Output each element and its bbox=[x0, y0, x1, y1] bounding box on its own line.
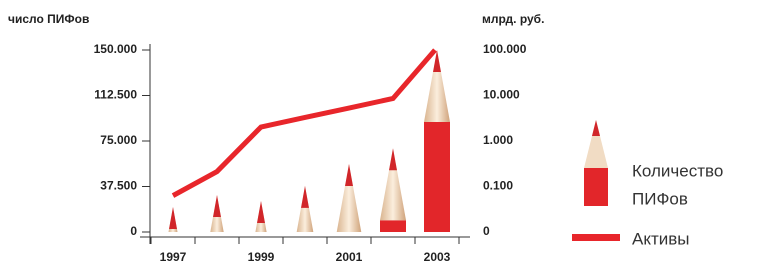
pencil-bar bbox=[168, 207, 177, 232]
pencil-lead bbox=[213, 195, 221, 217]
pencil-lead bbox=[169, 207, 177, 229]
y-tick-label: 37.500 bbox=[100, 179, 137, 193]
y2-tick-label: 10.000 bbox=[483, 88, 520, 102]
legend-line-icon bbox=[572, 234, 620, 241]
y-tick-label: 150.000 bbox=[94, 42, 138, 56]
legend-label: Количество bbox=[632, 161, 723, 180]
x-tick-label: 1999 bbox=[248, 250, 275, 264]
pencil-body bbox=[424, 122, 450, 232]
pencil-bar bbox=[380, 148, 406, 232]
legend: Количество ПИФов Активы bbox=[572, 120, 723, 248]
pencil-bar bbox=[424, 50, 450, 232]
legend-label: Активы bbox=[632, 229, 690, 248]
x-tick-label: 1997 bbox=[160, 250, 187, 264]
pencil-bar bbox=[337, 164, 362, 232]
y2-tick-label: 0 bbox=[483, 224, 490, 238]
y2-tick-label: 100.000 bbox=[483, 42, 527, 56]
pencil-bar bbox=[297, 186, 314, 232]
y-tick-label: 112.500 bbox=[94, 88, 137, 102]
chart-title: число ПИФов bbox=[8, 12, 89, 26]
y2-title: млрд. руб. bbox=[482, 12, 544, 26]
chart: число ПИФов млрд. руб. Количество ПИФов … bbox=[0, 0, 759, 269]
pencil-lead bbox=[345, 164, 353, 186]
pencil-body bbox=[380, 220, 406, 232]
pencil-lead bbox=[257, 201, 265, 223]
pencil-bar bbox=[255, 201, 266, 232]
x-tick-label: 2001 bbox=[336, 250, 363, 264]
y2-tick-label: 0.100 bbox=[483, 179, 513, 193]
pencil-bar bbox=[210, 195, 223, 232]
pencil-lead bbox=[301, 186, 309, 208]
y-tick-label: 0 bbox=[130, 224, 137, 238]
legend-label: ПИФов bbox=[632, 189, 688, 208]
y-tick-label: 75.000 bbox=[100, 133, 137, 147]
x-tick-label: 2003 bbox=[424, 250, 451, 264]
y2-tick-label: 1.000 bbox=[483, 133, 513, 147]
pencil-lead bbox=[389, 148, 397, 170]
legend-pencil-icon bbox=[584, 120, 608, 206]
